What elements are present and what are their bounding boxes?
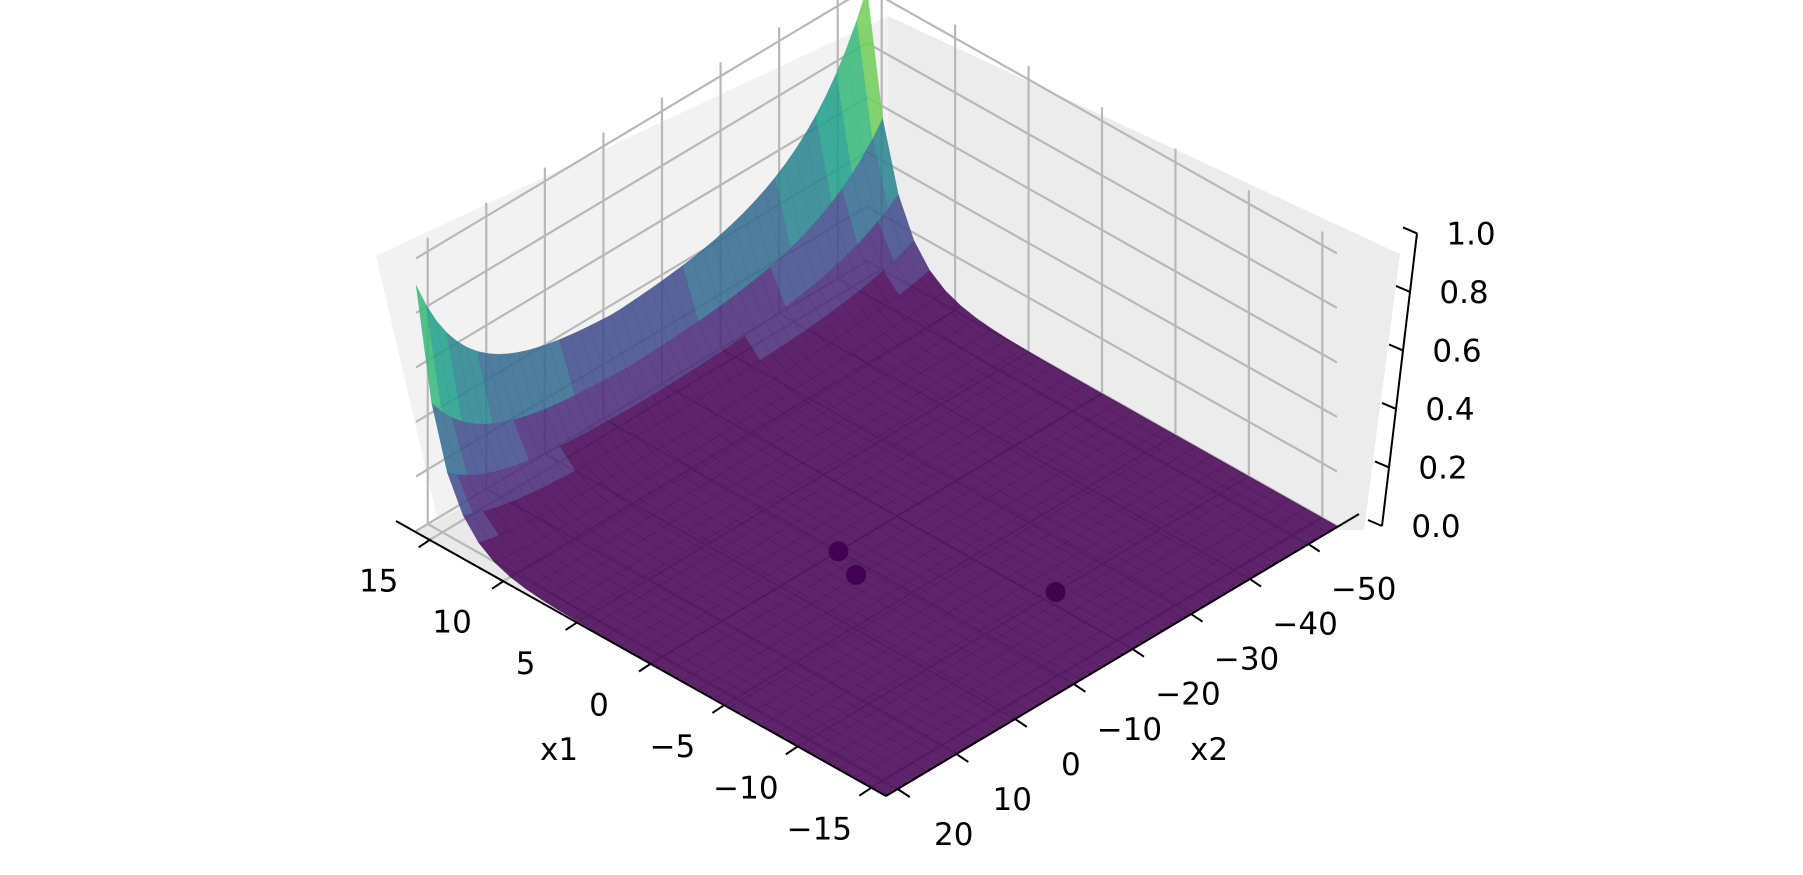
x1-tick-label: −15 [787,812,852,848]
x1-tick-label: 0 [589,688,609,724]
x2-tick [897,788,911,798]
x2-tick [1190,612,1204,623]
x1-tick-label: −5 [650,729,696,765]
x2-tick-label: −10 [1097,712,1162,748]
z-tick [1367,519,1383,527]
x2-tick-label: 0 [1061,747,1081,783]
x2-tick-label: −40 [1272,607,1337,643]
x1-tick [711,704,725,714]
y-axis-label: x2 [1190,732,1228,768]
x2-tick [1131,647,1145,658]
x1-tick-label: 15 [359,563,398,599]
x2-tick [955,753,969,763]
x2-tick [1248,577,1262,588]
z-tick-label: 0.2 [1418,450,1467,486]
z-tick-label: 0.4 [1425,392,1474,428]
x1-tick-label: 10 [432,605,471,641]
x1-tick-label: 5 [516,646,536,682]
x2-tick [1014,718,1028,728]
x2-tick-label: −20 [1155,677,1220,713]
scatter-points [828,541,1066,603]
x2-axis-line [885,513,1360,797]
data-point [846,564,867,585]
axes [395,226,1418,798]
x2-tick [1307,542,1321,553]
data-point [1045,582,1066,603]
x2-tick-label: −50 [1331,572,1396,608]
x2-tick-label: −30 [1214,642,1279,678]
x1-tick [491,579,505,590]
x1-tick [638,662,652,673]
z-tick-label: 0.8 [1439,275,1488,311]
x1-tick [565,621,579,631]
x-axis-label: x1 [540,732,578,768]
grid-line-z [415,0,1338,260]
z-tick-label: 1.0 [1446,216,1495,252]
x1-tick [785,745,799,756]
data-point [828,541,849,562]
z-tick-label: 0.0 [1411,509,1460,545]
z-tick [1388,343,1404,352]
z-tick-label: 0.6 [1432,333,1481,369]
z-tick [1402,226,1418,235]
x1-axis-line [395,520,887,797]
x1-tick [858,786,872,797]
surface [415,0,1338,797]
x1-tick-label: −10 [713,770,778,806]
z-tick [1395,285,1411,293]
z-tick [1381,402,1397,410]
z-axis-line [1381,233,1418,527]
surface-patch [856,0,883,140]
x2-tick-label: 10 [993,782,1032,818]
x2-tick [1072,682,1086,693]
x1-tick [418,538,432,549]
x2-tick-label: 20 [934,817,973,853]
z-tick [1374,460,1390,469]
